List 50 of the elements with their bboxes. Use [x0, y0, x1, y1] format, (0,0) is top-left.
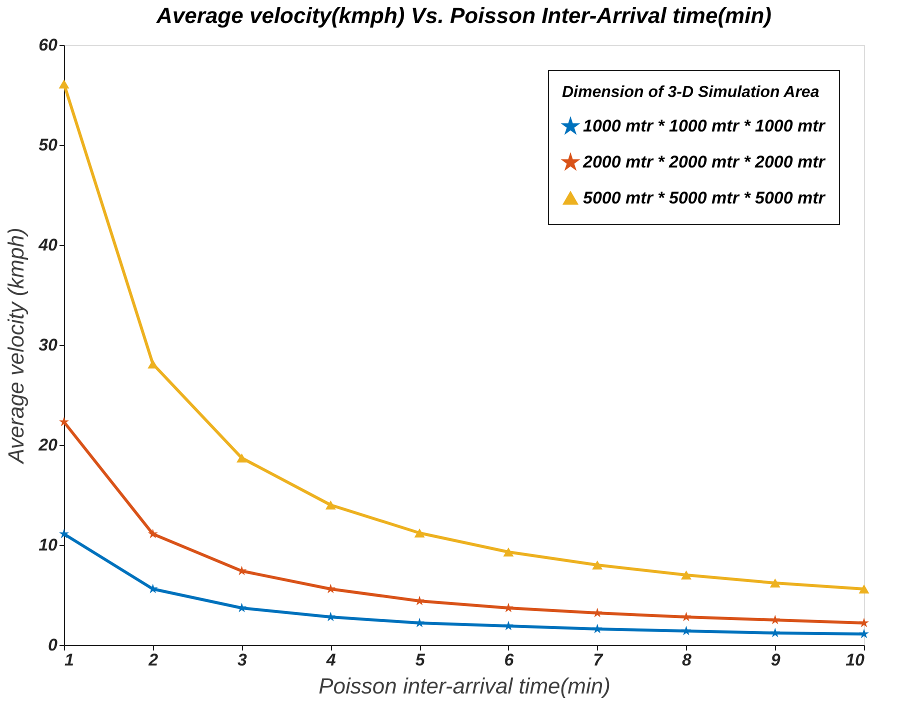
point: [59, 416, 69, 426]
point: [859, 628, 869, 638]
point: [503, 602, 514, 612]
x-tick-label: 7: [593, 650, 604, 670]
chart-title: Average velocity(kmph) Vs. Poisson Inter-Arrival time(min): [156, 3, 772, 28]
point: [148, 359, 158, 369]
point: [858, 584, 870, 594]
y-tick-label: 60: [38, 36, 58, 54]
point: [236, 453, 248, 463]
legend-label: 1000 mtr * 1000 mtr * 1000 mtr: [583, 116, 826, 136]
point: [503, 547, 514, 557]
x-tick-label: 3: [238, 650, 248, 670]
point: [592, 624, 602, 634]
y-tick-label: 20: [38, 436, 58, 454]
point: [148, 528, 158, 538]
point: [592, 608, 602, 618]
point: [325, 500, 336, 510]
point: [681, 612, 692, 622]
point: [859, 618, 869, 628]
point: [59, 528, 69, 538]
x-tick-label: 1: [64, 650, 74, 670]
point: [770, 578, 780, 588]
point: [681, 626, 692, 636]
x-tick-label: 8: [682, 650, 692, 670]
y-axis-title: Average velocity (kmph): [4, 228, 29, 466]
y-tick-label: 50: [38, 136, 58, 154]
x-tick-label: 4: [325, 650, 336, 670]
x-tick-label: 5: [415, 650, 426, 670]
y-tick-label: 40: [38, 236, 58, 254]
x-tick-label: 10: [846, 650, 866, 670]
point: [414, 618, 425, 628]
point: [680, 570, 692, 580]
point: [326, 612, 336, 622]
x-tick-label: 6: [504, 650, 514, 670]
y-tick-label: 10: [38, 536, 58, 554]
x-axis-title: Poisson inter-arrival time(min): [318, 674, 610, 698]
point: [148, 584, 158, 594]
point: [770, 614, 780, 624]
x-tick-label: 2: [148, 650, 159, 670]
x-tick-label: 9: [770, 650, 781, 670]
y-tick-label: 0: [48, 636, 58, 654]
point: [503, 620, 514, 630]
point: [592, 560, 603, 570]
point: [770, 628, 780, 638]
point: [58, 79, 70, 89]
legend-label: 2000 mtr * 2000 mtr * 2000 mtr: [582, 152, 826, 172]
legend-title: Dimension of 3-D Simulation Area: [562, 84, 820, 101]
legend-label: 5000 mtr * 5000 mtr * 5000 mtr: [583, 188, 826, 208]
y-tick-label: 30: [38, 336, 58, 354]
point: [414, 528, 425, 538]
